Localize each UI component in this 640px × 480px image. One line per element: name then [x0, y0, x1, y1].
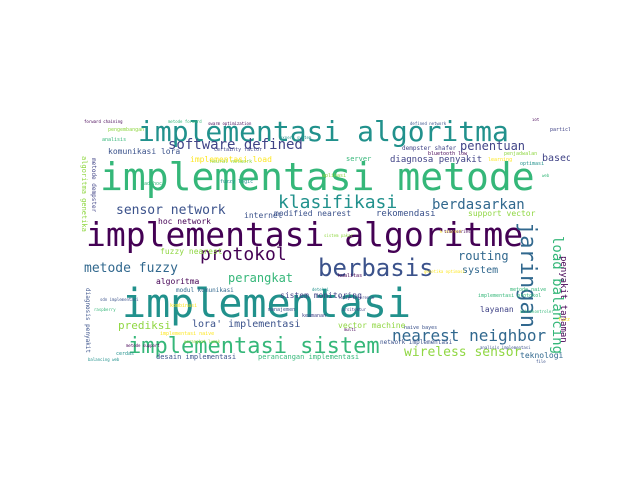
word-defined-network: defined network	[410, 121, 447, 126]
word-file: file	[536, 359, 546, 364]
word-perangkat: perangkat	[228, 271, 294, 285]
word-genetika-optimasi: genetika optimasi	[424, 269, 465, 274]
word-keamanan: keamanan	[302, 313, 327, 319]
word-penentuan: penentuan	[460, 139, 526, 153]
word-implementasi-sistem: implementasi sistem	[128, 334, 380, 359]
word-algoritma: algoritma	[156, 277, 200, 286]
word-berbasis: berbasis	[318, 254, 434, 282]
word-expert-system: expert system	[280, 135, 312, 140]
word-penyakit-tanaman: penyakit tanaman	[558, 256, 568, 343]
word-software-defined: software defined	[168, 137, 303, 153]
word-rekomendasi: rekomendasi	[376, 209, 436, 219]
word-based: based	[542, 153, 570, 164]
word-prediksi: prediksi	[118, 319, 171, 332]
word-ad-hoc: ad hoc	[144, 181, 163, 187]
word-sistem-pakar: sistem pakar	[324, 233, 353, 238]
word-deteksi: deteksi	[312, 287, 329, 292]
word-vector-machine: vector machine	[338, 321, 406, 330]
word-mikrokontroler: mikrokontroler	[520, 309, 554, 314]
word-load-balancing: load balancing	[549, 236, 565, 355]
word-balancing-web: balancing web	[88, 357, 120, 362]
word-learning: learning	[488, 157, 513, 163]
word-arsitektur: arsitektur	[342, 307, 367, 312]
word-k-nearest: k nearest	[440, 229, 462, 234]
word-metode-naive: metode naive	[510, 287, 547, 293]
word-fuzzy-inference: fuzzy inference	[338, 295, 375, 300]
word-implementasi: implementasi	[122, 281, 411, 327]
word-berdasarkan: berdasarkan	[432, 197, 525, 213]
word-web: web	[542, 173, 550, 178]
word-forward-chaining: forward chaining	[84, 119, 123, 124]
word-implementasi-algoritma: implementasi algoritma	[138, 118, 509, 148]
word-raspberry: raspberry	[94, 307, 116, 312]
word-fuzzy-tsukamoto: fuzzy tsukamoto	[558, 317, 570, 323]
word-perangkat-lunak: perangkat lunak	[184, 339, 221, 344]
word-komunikasi-lora: komunikasi lora	[108, 147, 181, 156]
word-metode-dempster: metode dempster	[90, 158, 97, 213]
word-analisis: analisis	[102, 137, 127, 143]
word-jaringan: jaringan	[515, 222, 540, 328]
word-desain-implementasi: desain implementasi	[156, 353, 237, 361]
word-internet: internet	[244, 211, 283, 220]
word-neural-network: neural network	[210, 159, 253, 165]
word-aplikasi: aplikasi	[322, 173, 347, 179]
word-kombinasi: kombinasi	[170, 303, 198, 309]
word-wireless-sensor: wireless sensor	[404, 345, 522, 360]
word-lora-implementasi: lora' implementasi	[192, 319, 301, 330]
word-iot: iot	[532, 118, 540, 122]
word-implementasi-metode: implementasi metode	[100, 155, 535, 199]
word-network-implementasi: network implementasi	[380, 339, 453, 346]
word-perancangan-implementasi: perancangan implementasi	[258, 353, 360, 361]
word-diagnosa-penyakit: diagnosa penyakit	[390, 155, 483, 165]
word-particle-swarm: particle swarm	[550, 127, 570, 133]
word-implementasi-load: implementasi load	[190, 155, 272, 164]
word-sdn-implementasi: sdn implementasi	[100, 297, 139, 302]
word-kualitas: kualitas	[338, 273, 363, 279]
word-multi: multi	[344, 327, 357, 332]
word-sensor-network: sensor network	[116, 203, 226, 218]
word-dempster-shafer: dempster shafer	[402, 145, 457, 152]
word-implementasi-algoritme: implementasi algoritme	[86, 215, 524, 254]
word-hoc-network: hoc network	[158, 217, 211, 226]
word-support-vector: support vector	[468, 209, 536, 218]
word-penjadwalan: penjadwalan	[504, 151, 538, 157]
word-layanan: layanan	[480, 305, 514, 314]
word-pengembangan: pengembangan	[108, 127, 145, 133]
word-fuzzy-logic: fuzzy logic	[220, 179, 254, 185]
word-algoritma-genetika: algoritma genetika	[80, 156, 88, 232]
word-diagnosis-penyakit: diagnosis penyakit	[84, 288, 91, 354]
word-server: server	[346, 155, 372, 163]
word-optimasi: optimasi	[520, 161, 545, 167]
word-certainty-factor: certainty factor	[214, 147, 263, 153]
word-system: system	[462, 265, 499, 276]
word-fuzzy-nearest: fuzzy nearest	[160, 247, 223, 256]
word-modified-nearest: modified nearest	[274, 209, 352, 218]
word-implementasi-protokol: implementasi protokol	[478, 293, 542, 299]
word-protokol: protokol	[200, 244, 287, 265]
word-naive-bayes: naive bayes	[404, 325, 438, 331]
word-implementasi-naive: implementasi naive	[160, 331, 215, 337]
word-bluetooth-low: bluetooth low	[428, 151, 468, 157]
word-time-series: time series	[444, 229, 471, 234]
word-sistem-monitoring: sistem monitoring	[280, 291, 362, 300]
word-klasifikasi: klasifikasi	[278, 192, 398, 213]
word-teknologi: teknologi	[520, 351, 564, 360]
word-manajemen: manajemen	[268, 307, 296, 313]
word-metode-fuzzy: metode fuzzy	[84, 261, 178, 276]
word-analisis-implementasi: analisis implementasi	[480, 345, 531, 350]
word-metode-support: metode support	[126, 343, 160, 348]
word-cloud: implementasi algoritma implementasi metod…	[80, 118, 570, 364]
word-cerdas: cerdas	[116, 351, 135, 357]
word-nearest-neighbor: nearest neighbor	[392, 326, 547, 345]
word-routing: routing	[458, 249, 509, 263]
word-modul-komunikasi: modul komunikasi	[176, 287, 234, 294]
word-swarm-optimization: swarm optimization	[208, 121, 252, 126]
word-metode-forward: metode forward	[168, 119, 202, 124]
